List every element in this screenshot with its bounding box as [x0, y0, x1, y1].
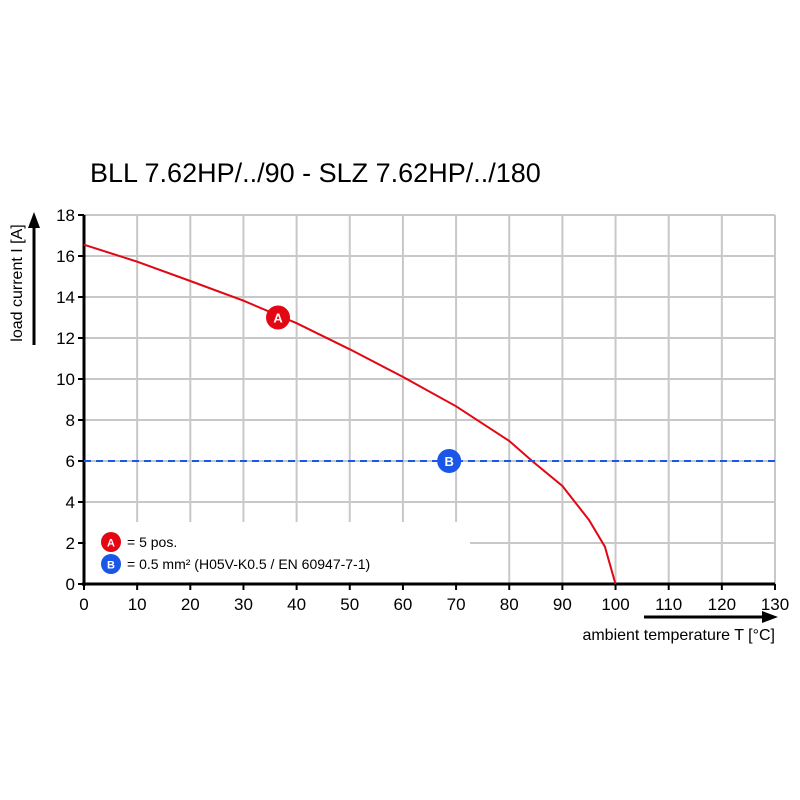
legend-marker-label: A: [107, 538, 115, 550]
y-tick-label: 8: [66, 411, 75, 430]
series-marker-label: B: [444, 454, 453, 469]
y-tick-label: 12: [56, 329, 75, 348]
series-marker-label: A: [273, 311, 283, 326]
x-tick-label: 120: [708, 595, 736, 614]
y-tick-label: 6: [66, 452, 75, 471]
x-tick-label: 40: [287, 595, 306, 614]
x-tick-label: 100: [601, 595, 629, 614]
x-tick-label: 80: [500, 595, 519, 614]
y-tick-label: 18: [56, 206, 75, 225]
x-tick-label: 110: [655, 595, 682, 614]
series-line-a: [83, 243, 617, 585]
series-marker-b: [437, 449, 462, 473]
x-axis-arrow-icon: [762, 611, 778, 623]
y-tick-label: 0: [66, 575, 75, 594]
x-tick-label: 90: [553, 595, 572, 614]
x-tick-label: 130: [761, 595, 789, 614]
legend-marker: [101, 554, 121, 574]
x-tick-label: 50: [340, 595, 359, 614]
x-tick-label: 60: [393, 595, 412, 614]
y-tick-label: 16: [56, 247, 75, 266]
legend-text: = 5 pos.: [127, 534, 177, 550]
x-tick-label: 30: [234, 595, 253, 614]
x-tick-label: 70: [447, 595, 466, 614]
y-tick-label: 4: [66, 493, 75, 512]
y-tick-label: 2: [66, 534, 75, 553]
legend-background: [86, 522, 470, 582]
x-axis-label: ambient temperature T [°C]: [582, 627, 775, 644]
y-tick-label: 14: [56, 288, 75, 307]
chart-title: BLL 7.62HP/../90 - SLZ 7.62HP/../180: [90, 158, 541, 188]
legend-marker: [101, 532, 121, 552]
x-tick-label: 10: [128, 595, 147, 614]
y-axis-arrow-icon: [28, 212, 40, 228]
y-tick-label: 10: [56, 370, 75, 389]
legend-text: = 0.5 mm² (H05V-K0.5 / EN 60947-7-1): [127, 556, 370, 572]
x-tick-label: 0: [79, 595, 88, 614]
x-tick-label: 20: [181, 595, 200, 614]
y-axis-label: load current I [A]: [9, 224, 26, 341]
series-marker-a: [266, 305, 291, 330]
legend-marker-label: B: [107, 560, 115, 572]
